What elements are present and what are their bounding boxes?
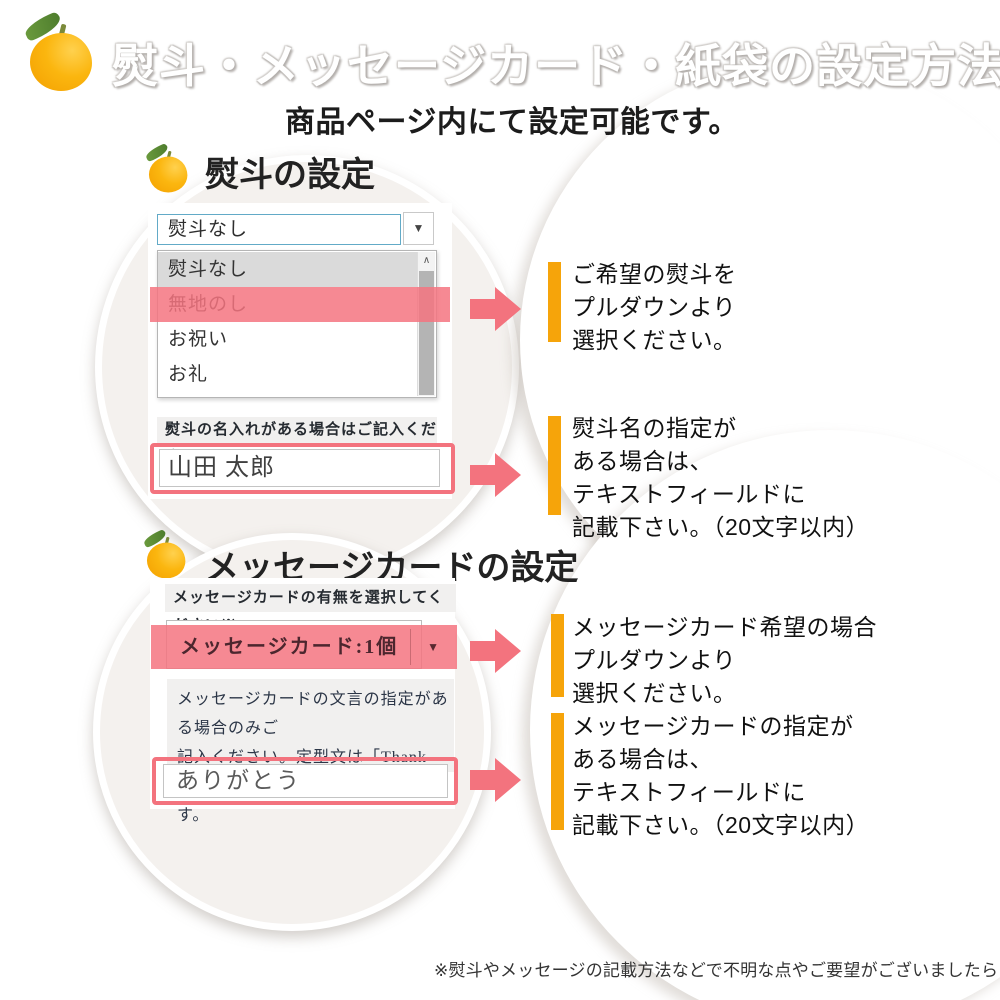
page-title: 熨斗・メッセージカード・紙袋の設定方法 <box>112 40 1000 92</box>
right-arrow-icon <box>470 758 521 802</box>
highlight-box-noshi-name <box>150 443 455 494</box>
orange-icon <box>142 528 189 580</box>
note-line: テキストフィールドに <box>572 779 806 805</box>
highlight-band-card-select[interactable]: メッセージカード:1個 ▼ <box>151 625 457 669</box>
scrollbar[interactable]: ∧ <box>417 252 435 396</box>
note-line: ご希望の熨斗を <box>572 261 737 287</box>
accent-bar <box>551 713 564 830</box>
card-message-input[interactable]: ありがとう <box>163 764 448 798</box>
note-line: ある場合は、 <box>572 746 713 772</box>
orange-icon <box>22 11 98 94</box>
card-message-value: ありがとう <box>176 768 301 793</box>
dropdown-option-noshi-nashi[interactable]: 熨斗なし <box>158 252 419 287</box>
note-line: 選択ください。 <box>572 327 737 353</box>
instruction-line: す。 <box>177 807 210 824</box>
note-line: メッセージカードの指定が <box>572 713 854 739</box>
note-line: 記載下さい。（20文字以内） <box>572 812 870 838</box>
note-line: プルダウンより <box>572 294 737 320</box>
highlight-box-card-message <box>152 757 458 805</box>
orange-fruit-icon <box>30 33 92 91</box>
noshi-select-dropdown-button[interactable]: ▼ <box>403 212 434 245</box>
accent-bar <box>551 614 564 697</box>
footnotes: ※熨斗やメッセージの記載方法などで不明な点やご要望がございましたら 予め、お問い… <box>434 916 1000 1000</box>
orange-fruit-icon <box>146 542 186 579</box>
note-line: プルダウンより <box>572 647 737 673</box>
noshi-dropdown-list: 熨斗なし 無地のし お祝い お礼 ∧ <box>157 250 437 398</box>
card-field-note: メッセージカードの指定が ある場合は、 テキストフィールドに 記載下さい。（20… <box>572 710 869 842</box>
noshi-name-value: 山田 太郎 <box>168 455 275 481</box>
note-line: テキストフィールドに <box>572 481 806 507</box>
noshi-name-label: 熨斗の名入れがある場合はご記入ください <box>157 417 437 465</box>
chevron-down-icon: ▼ <box>412 221 425 235</box>
page-subtitle: 商品ページ内にて設定可能です。 <box>285 106 739 139</box>
dropdown-option-oiwai[interactable]: お祝い <box>168 329 229 350</box>
card-select-value: メッセージカード:1個 <box>180 636 399 658</box>
right-arrow-icon <box>470 629 521 673</box>
select-divider <box>410 629 411 665</box>
orange-fruit-icon <box>148 156 188 193</box>
note-line: 選択ください。 <box>572 680 737 706</box>
scroll-up-icon[interactable]: ∧ <box>422 255 431 266</box>
highlight-band-muji-noshi <box>150 287 450 322</box>
noshi-field-note: 熨斗名の指定が ある場合は、 テキストフィールドに 記載下さい。（20文字以内） <box>572 412 869 544</box>
note-line: メッセージカード希望の場合 <box>572 614 878 640</box>
right-arrow-icon <box>470 453 521 497</box>
noshi-section-heading: 熨斗の設定 <box>205 156 375 194</box>
noshi-name-input[interactable]: 山田 太郎 <box>159 449 440 487</box>
instruction-line: メッセージカードの文言の指定がある場合のみご <box>177 691 449 737</box>
note-line: 記載下さい。（20文字以内） <box>572 514 870 540</box>
noshi-select-value: 熨斗なし <box>168 219 249 240</box>
card-choice-label: メッセージカードの有無を選択してください※ <box>165 584 456 634</box>
card-select-note: メッセージカード希望の場合 プルダウンより 選択ください。 <box>572 611 877 710</box>
dropdown-option-orei[interactable]: お礼 <box>168 364 209 385</box>
note-line: ある場合は、 <box>572 448 713 474</box>
noshi-select[interactable]: 熨斗なし <box>157 214 401 245</box>
accent-bar <box>548 262 561 342</box>
noshi-select-note: ご希望の熨斗を プルダウンより 選択ください。 <box>572 258 737 357</box>
footnote-line: ※熨斗やメッセージの記載方法などで不明な点やご要望がございましたら <box>434 961 999 980</box>
note-line: 熨斗名の指定が <box>572 415 737 441</box>
orange-icon <box>144 142 191 194</box>
accent-bar <box>548 416 561 515</box>
right-arrow-icon <box>470 287 521 331</box>
chevron-down-icon: ▼ <box>427 640 439 654</box>
